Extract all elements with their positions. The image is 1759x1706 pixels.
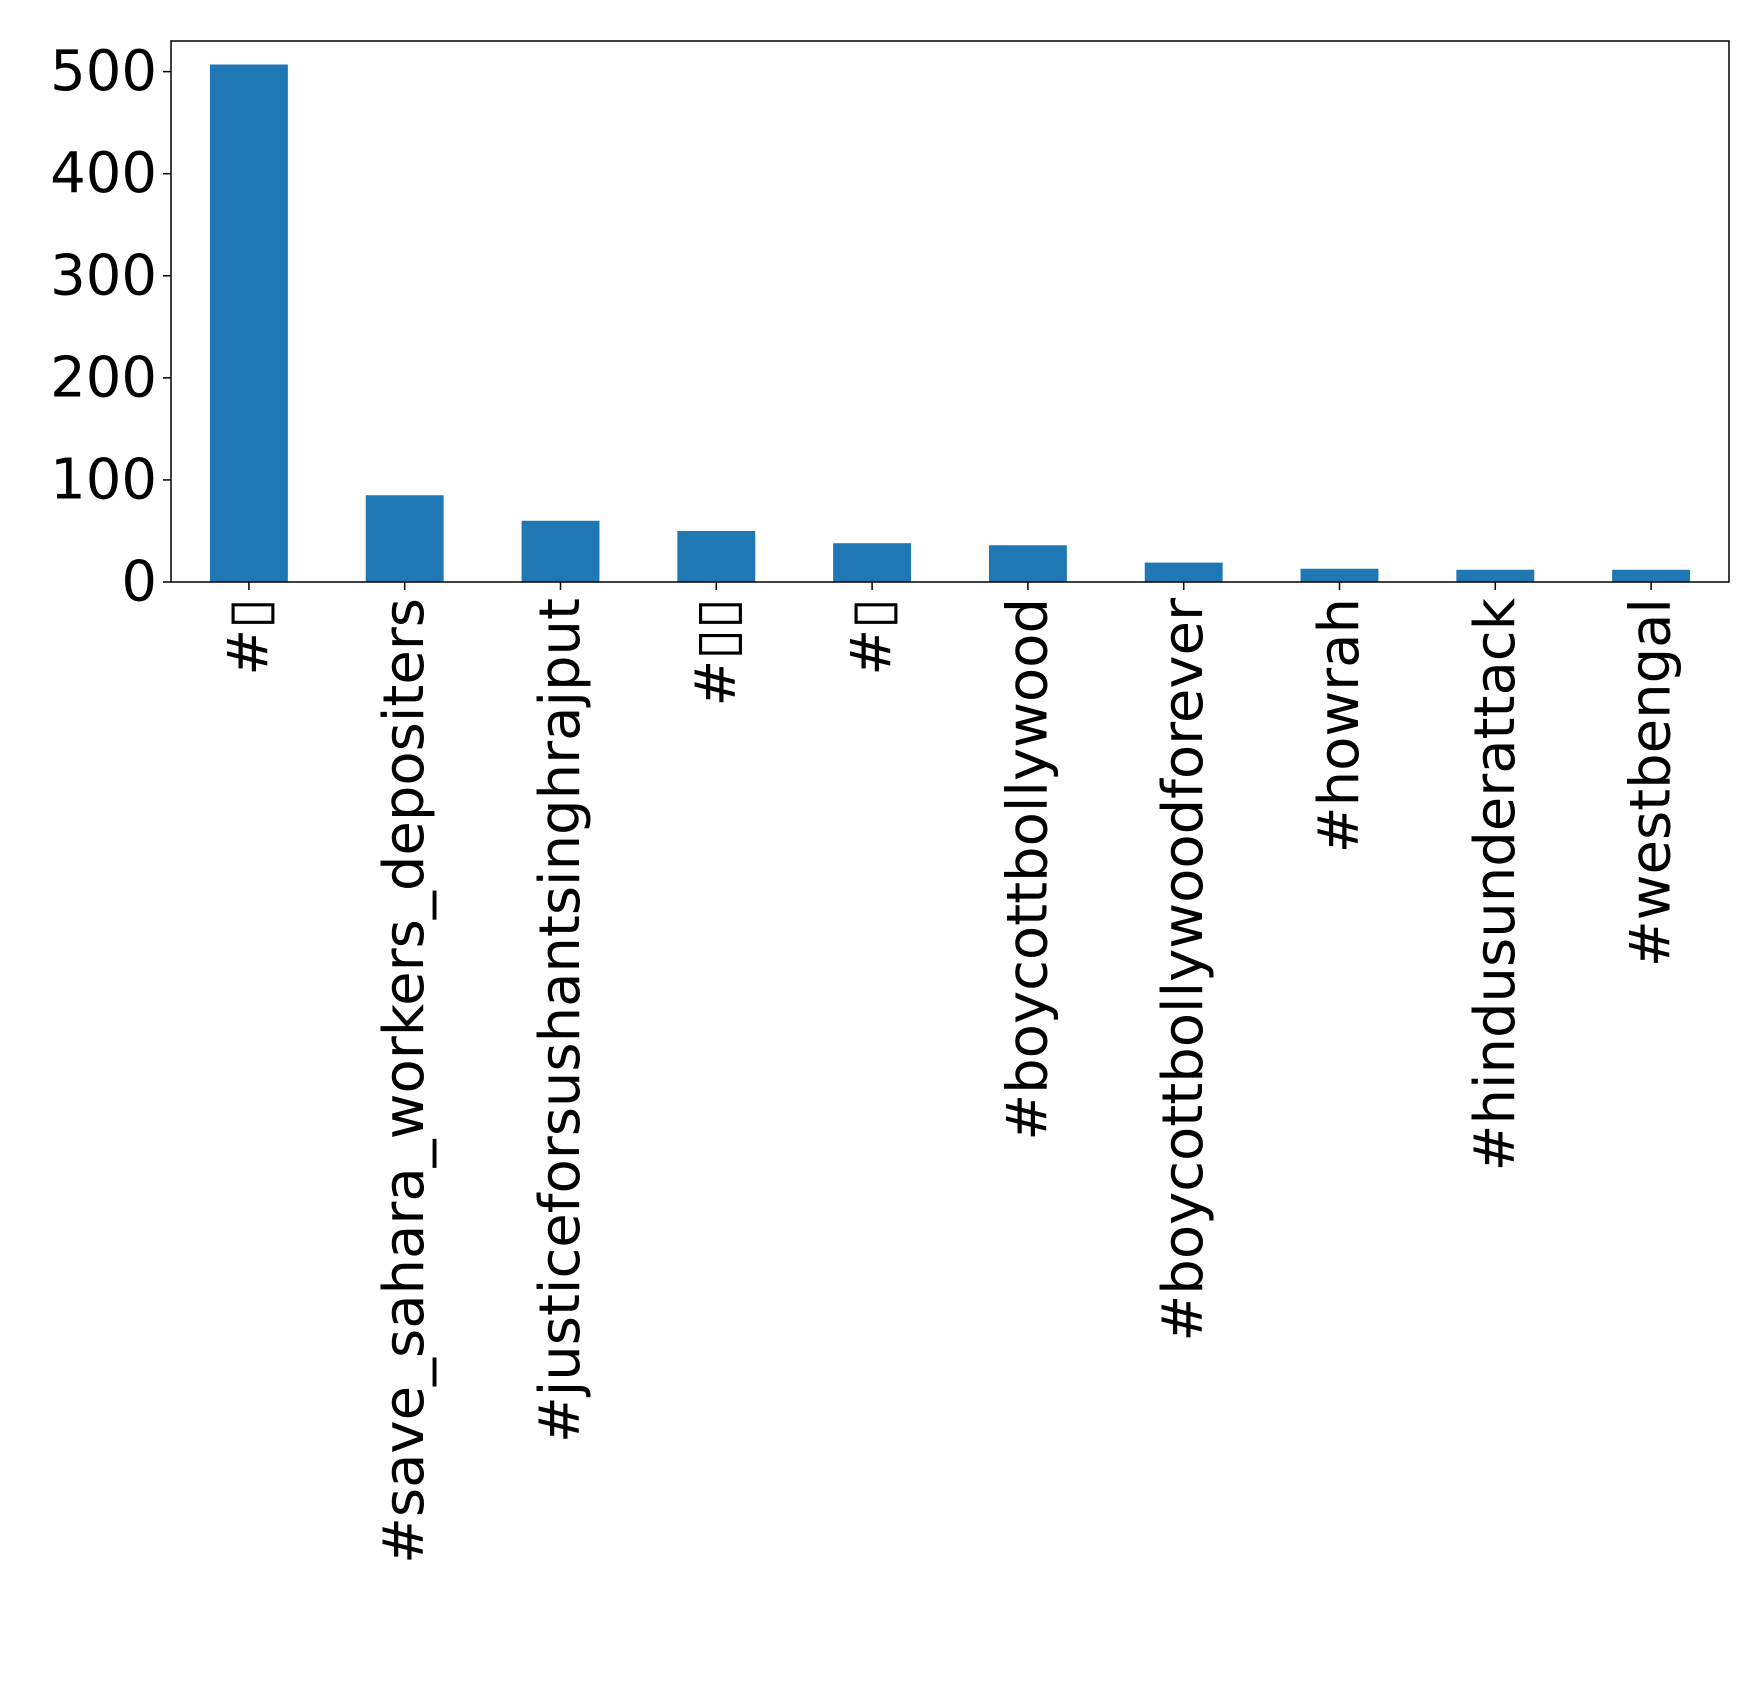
- bar-7: [1300, 568, 1379, 582]
- x-tick-label: #▯: [216, 598, 281, 676]
- x-axis: #▯ #save_sahara_workers_depositers #justic…: [216, 582, 1684, 1564]
- bar-4: [833, 543, 912, 582]
- bar-3: [677, 530, 756, 582]
- y-tick-label: 0: [121, 550, 157, 615]
- y-tick-label: 300: [50, 243, 157, 308]
- x-tick-label: #boycottbollywoodforever: [1151, 597, 1216, 1342]
- bar-5: [988, 545, 1067, 582]
- bar-8: [1456, 569, 1535, 582]
- bar-0: [209, 64, 288, 582]
- y-tick-label: 500: [50, 39, 157, 104]
- x-tick-label: #westbengal: [1619, 598, 1684, 967]
- x-tick-label: #save_sahara_workers_depositers: [372, 598, 437, 1564]
- bar-1: [365, 495, 444, 582]
- y-tick-label: 100: [50, 447, 157, 512]
- bar-6: [1144, 562, 1223, 582]
- x-tick-label: #▯▯: [684, 598, 749, 707]
- bar-9: [1612, 569, 1691, 582]
- x-tick-label: #justiceforsushantsinghrajput: [528, 598, 593, 1443]
- y-tick-label: 400: [50, 141, 157, 206]
- y-tick-label: 200: [50, 345, 157, 410]
- x-tick-label: #howrah: [1307, 598, 1372, 853]
- y-axis: 0 100 200 300 400 500: [50, 39, 171, 615]
- x-tick-label: #hindusunderattack: [1463, 597, 1528, 1171]
- axes-frame: [170, 40, 1730, 583]
- x-tick-label: #▯: [840, 598, 905, 676]
- x-tick-label: #boycottbollywood: [995, 598, 1060, 1141]
- bars-layer: [209, 64, 1691, 582]
- bar-2: [521, 520, 600, 582]
